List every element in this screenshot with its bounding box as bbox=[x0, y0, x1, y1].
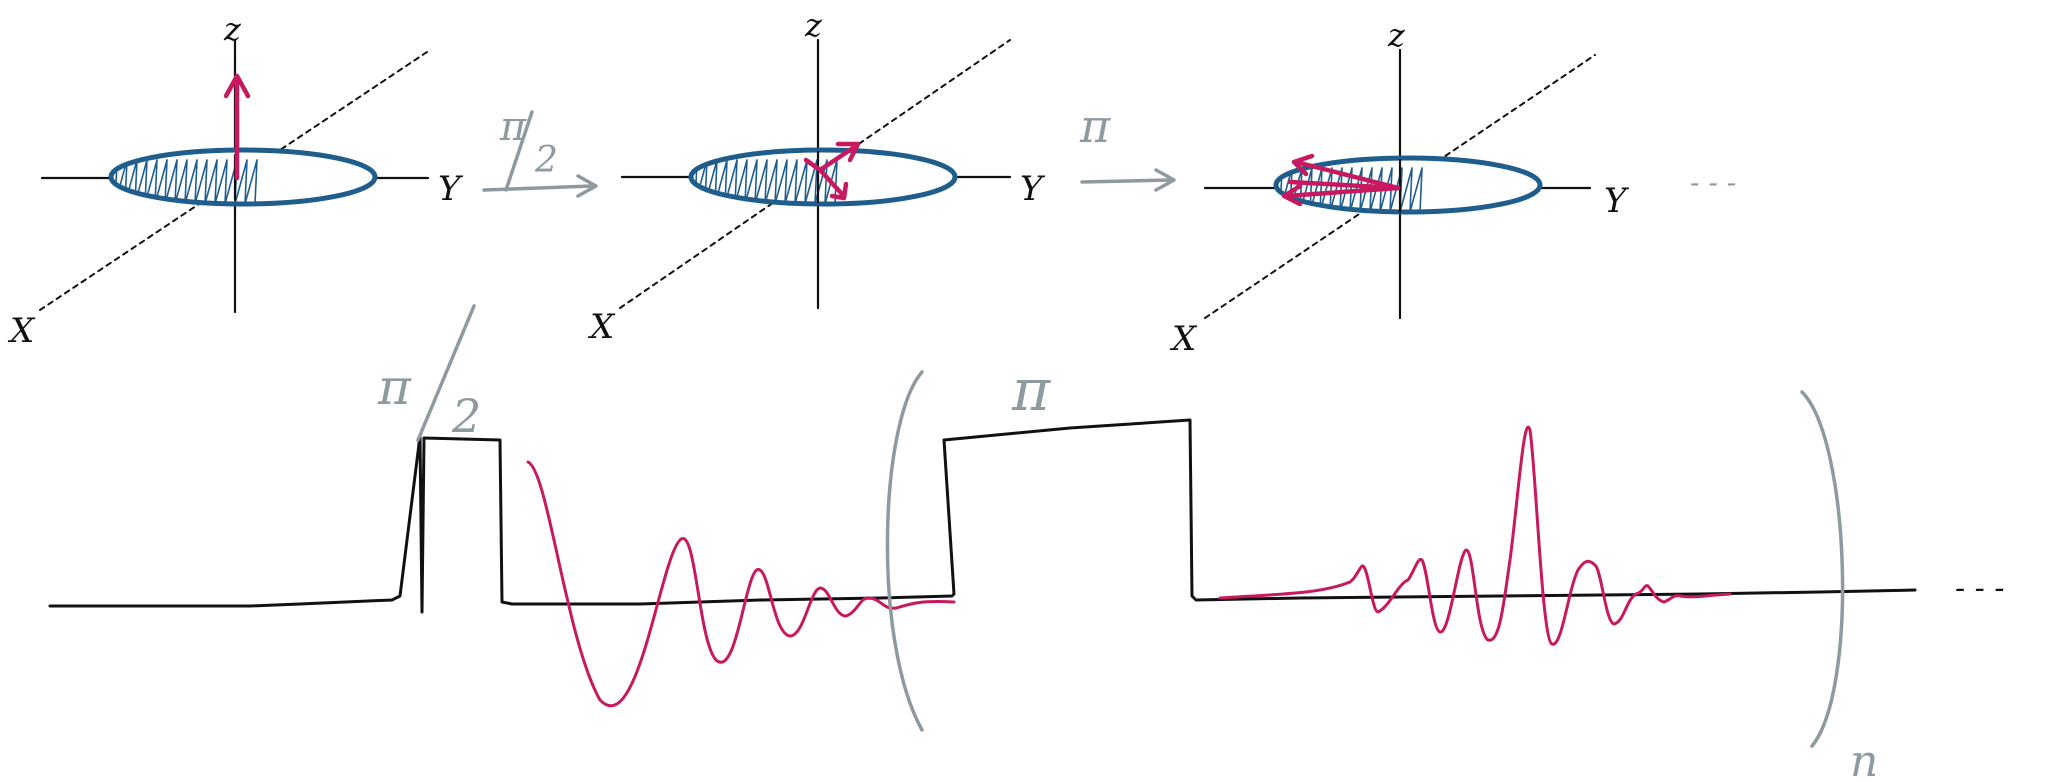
transition-arrow-1 bbox=[482, 184, 594, 192]
transition-pi-label: π bbox=[1079, 99, 1111, 153]
transition-arrow-2 bbox=[1080, 178, 1172, 184]
z-axis-label: z bbox=[223, 10, 242, 48]
transition-pi-half: π 2 bbox=[482, 104, 598, 198]
repeat-count-label: n bbox=[1850, 736, 1878, 782]
pulse-pi-half-denominator: 2 bbox=[451, 389, 481, 443]
trailing-dots-top: - - - bbox=[1690, 166, 1736, 199]
trailing-dots-sequence: - - - bbox=[1955, 571, 2004, 606]
repeat-bracket-left bbox=[885, 370, 924, 732]
bloch-panel-2: z Y X bbox=[587, 6, 1046, 347]
x-axis-label: X bbox=[7, 311, 36, 351]
repeat-bracket-right bbox=[1800, 390, 1845, 748]
transition-arrowhead-1 bbox=[576, 174, 598, 198]
transition-pi: π bbox=[1079, 99, 1176, 192]
free-induction-decay bbox=[526, 460, 956, 708]
y-axis-label: Y bbox=[438, 169, 464, 209]
refocusing-vectors bbox=[1281, 153, 1401, 207]
z-axis-label: z bbox=[804, 6, 823, 44]
x-axis-label: X bbox=[1169, 319, 1198, 359]
y-axis-label: Y bbox=[1020, 169, 1046, 209]
bloch-panel-1: z Y X bbox=[7, 10, 464, 351]
z-axis-label: z bbox=[1387, 16, 1406, 54]
bloch-panel-3: z Y X bbox=[1169, 16, 1630, 359]
transition-pi-half-slash bbox=[504, 110, 534, 192]
pulse-baseline bbox=[48, 418, 1917, 614]
pulse-pi-half-numerator: π bbox=[377, 358, 412, 416]
x-axis bbox=[619, 39, 1011, 309]
x-axis-label: X bbox=[587, 307, 616, 347]
pulse-sequence: π 2 π n - - - bbox=[48, 304, 2004, 782]
transition-pi-half-denominator: 2 bbox=[534, 140, 558, 181]
magnetization-arrowhead bbox=[223, 73, 251, 99]
transition-arrowhead-2 bbox=[1154, 168, 1176, 192]
y-axis-label: Y bbox=[1604, 181, 1630, 221]
spin-echo bbox=[1218, 425, 1732, 646]
dephasing-vectors bbox=[803, 141, 861, 201]
pulse-pi-half-slash bbox=[416, 304, 476, 442]
pulse-pi-label: π bbox=[1011, 356, 1051, 424]
